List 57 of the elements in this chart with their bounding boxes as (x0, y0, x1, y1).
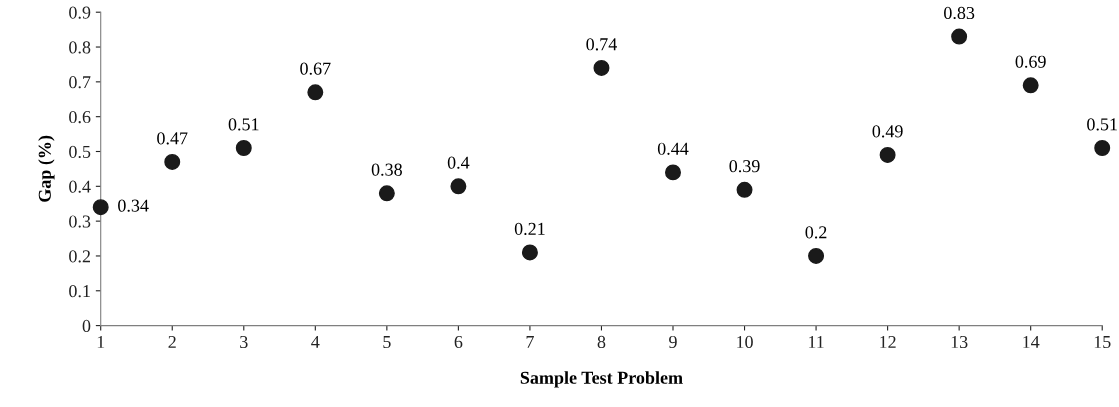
y-tick-label: 0.7 (69, 76, 91, 89)
point (736, 181, 753, 198)
x-axis-title: Sample Test Problem (520, 371, 683, 388)
y-tick-label: 0.1 (69, 285, 90, 298)
point (951, 28, 968, 45)
y-tick-label: 0.8 (69, 41, 91, 54)
data-label: 0.4 (447, 156, 470, 169)
x-tick-label: 12 (880, 335, 896, 348)
data-label: 0.51 (1087, 118, 1117, 131)
x-tick-label: 1 (97, 335, 105, 348)
y-tick-label: 0.4 (69, 180, 91, 193)
y-tick-label: 0.2 (69, 250, 90, 263)
x-tick-label: 13 (951, 335, 968, 349)
point (378, 185, 395, 202)
data-label: 0.67 (300, 62, 331, 75)
x-tick-label: 15 (1094, 335, 1111, 349)
data-label: 0.69 (1015, 55, 1046, 68)
y-tick-label: 0.6 (69, 110, 91, 124)
point (879, 146, 896, 163)
point (1094, 140, 1111, 156)
data-label: 0.38 (371, 163, 402, 176)
y-tick-label: 0.9 (69, 6, 91, 19)
point (92, 199, 109, 216)
point (1022, 77, 1039, 94)
x-tick-label: 7 (526, 336, 534, 348)
x-tick-label: 9 (669, 335, 677, 349)
x-tick-label: 2 (168, 335, 176, 348)
y-tick-label: 0.3 (69, 215, 91, 228)
point (521, 244, 538, 261)
x-tick-label: 4 (311, 335, 320, 348)
data-label: 0.47 (157, 132, 188, 145)
data-label: 0.49 (872, 125, 903, 138)
x-tick-label: 5 (383, 336, 391, 349)
data-label: 0.21 (514, 222, 545, 235)
x-tick-label: 6 (454, 335, 463, 349)
x-tick-label: 11 (808, 335, 824, 348)
point (164, 153, 181, 170)
y-tick-label: 0 (82, 319, 91, 333)
point (235, 140, 252, 156)
point (307, 84, 324, 101)
point (593, 59, 610, 76)
y-axis-title: Gap (%) (38, 135, 55, 202)
data-label: 0.51 (228, 118, 259, 131)
data-label: 0.44 (657, 142, 689, 155)
x-tick-label: 3 (240, 335, 248, 349)
data-label: 0.74 (586, 38, 617, 51)
y-tick-label: 0.5 (69, 145, 91, 159)
x-tick-label: 8 (597, 335, 606, 349)
point (450, 178, 467, 195)
data-label: 0.39 (729, 160, 760, 173)
point (808, 247, 825, 264)
point (665, 164, 681, 181)
data-label: 0.34 (118, 199, 149, 212)
data-label: 0.2 (805, 226, 827, 239)
x-tick-label: 10 (737, 335, 753, 349)
x-tick-label: 14 (1023, 335, 1040, 348)
data-label: 0.83 (944, 6, 975, 20)
